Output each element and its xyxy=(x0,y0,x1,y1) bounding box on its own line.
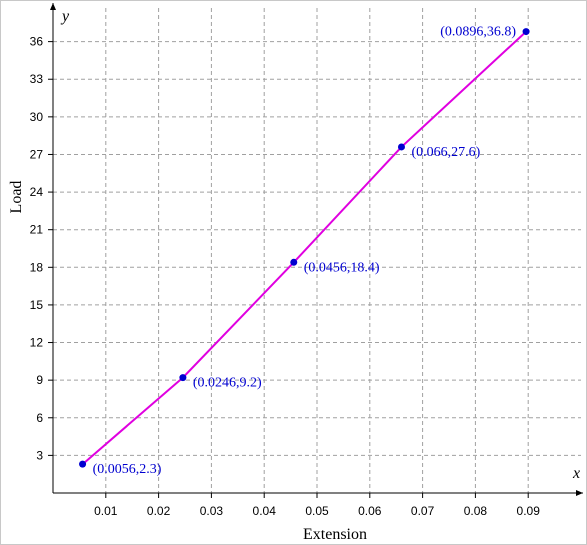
tick-labels: 0.01 0.02 0.03 0.04 0.05 0.06 0.07 0.08 0.093691… xyxy=(30,35,541,518)
y-tick-label: 24 xyxy=(30,185,44,199)
data-point xyxy=(290,258,298,266)
data-point xyxy=(397,143,405,151)
grid xyxy=(53,8,581,493)
y-axis-variable: y xyxy=(60,8,70,25)
data-point xyxy=(179,374,187,382)
x-tick-label: 0.03 xyxy=(200,504,224,518)
data-label: (0.0246,9.2) xyxy=(193,376,262,391)
x-tick-label: 0.07 xyxy=(411,504,435,518)
y-tick-label: 12 xyxy=(30,336,44,350)
series-line xyxy=(81,30,527,465)
y-tick-label: 9 xyxy=(36,373,43,387)
data-labels: (0.0056,2.3) (0.0246,9.2) (0.0456,18.4) (0.… xyxy=(93,25,517,478)
x-axis-arrow xyxy=(576,490,583,496)
data-label: (0.066,27.6) xyxy=(411,145,480,160)
x-axis-variable: x xyxy=(572,465,580,482)
data-label: (0.0056,2.3) xyxy=(93,462,162,477)
data-label: (0.0456,18.4) xyxy=(304,260,380,275)
x-tick-label: 0.02 xyxy=(147,504,171,518)
y-tick-label: 21 xyxy=(30,223,44,237)
axes xyxy=(48,3,583,498)
y-tick-label: 27 xyxy=(30,147,44,161)
y-tick-label: 30 xyxy=(30,110,44,124)
data-point xyxy=(522,28,530,36)
y-tick-label: 33 xyxy=(30,72,44,86)
data-point xyxy=(79,460,87,468)
y-tick-label: 3 xyxy=(36,448,43,462)
y-tick-label: 36 xyxy=(30,35,44,49)
y-axis-title: Load xyxy=(8,181,25,214)
x-axis-title: Extension xyxy=(303,526,367,543)
x-tick-label: 0.08 xyxy=(464,504,488,518)
y-axis-arrow xyxy=(50,3,56,10)
data-series xyxy=(79,28,530,468)
x-tick-label: 0.01 xyxy=(94,504,118,518)
x-tick-label: 0.04 xyxy=(253,504,277,518)
x-tick-label: 0.06 xyxy=(358,504,382,518)
data-label: (0.0896,36.8) xyxy=(440,25,516,40)
x-tick-label: 0.05 xyxy=(305,504,329,518)
y-tick-label: 18 xyxy=(30,260,44,274)
x-tick-label: 0.09 xyxy=(517,504,541,518)
y-tick-label: 6 xyxy=(36,411,43,425)
y-tick-label: 15 xyxy=(30,298,44,312)
